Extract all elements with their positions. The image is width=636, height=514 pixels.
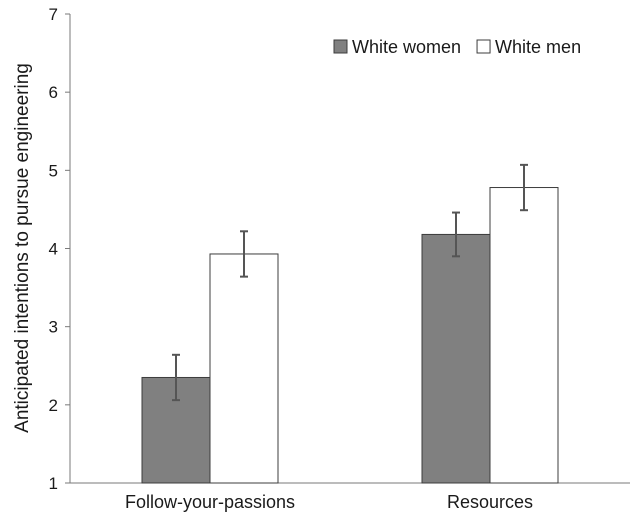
error-bars-group — [172, 163, 528, 402]
y-tick-label: 5 — [49, 161, 58, 180]
x-category-label: Resources — [447, 492, 533, 512]
bars-group — [141, 187, 559, 484]
y-tick-label: 7 — [49, 5, 58, 24]
legend-label: White women — [352, 37, 461, 57]
y-tick-label: 2 — [49, 396, 58, 415]
y-tick-label: 6 — [49, 83, 58, 102]
legend-label: White men — [495, 37, 581, 57]
y-tick-label: 3 — [49, 318, 58, 337]
x-category-label: Follow-your-passions — [125, 492, 295, 512]
legend: White women White men — [333, 37, 581, 57]
bar-0-1 — [209, 253, 279, 484]
y-axis-title: Anticipated intentions to pursue enginee… — [12, 63, 33, 433]
y-axis-ticks: 1 2 3 4 5 6 7 — [49, 5, 70, 493]
y-tick-label: 4 — [49, 240, 58, 259]
bar-1-1 — [489, 187, 559, 484]
x-axis-category-labels: Follow-your-passions Resources — [125, 492, 533, 512]
bar-1-0 — [421, 233, 491, 484]
y-tick-label: 1 — [49, 474, 58, 493]
legend-swatch-1 — [476, 39, 491, 54]
legend-swatch-0 — [333, 39, 348, 54]
